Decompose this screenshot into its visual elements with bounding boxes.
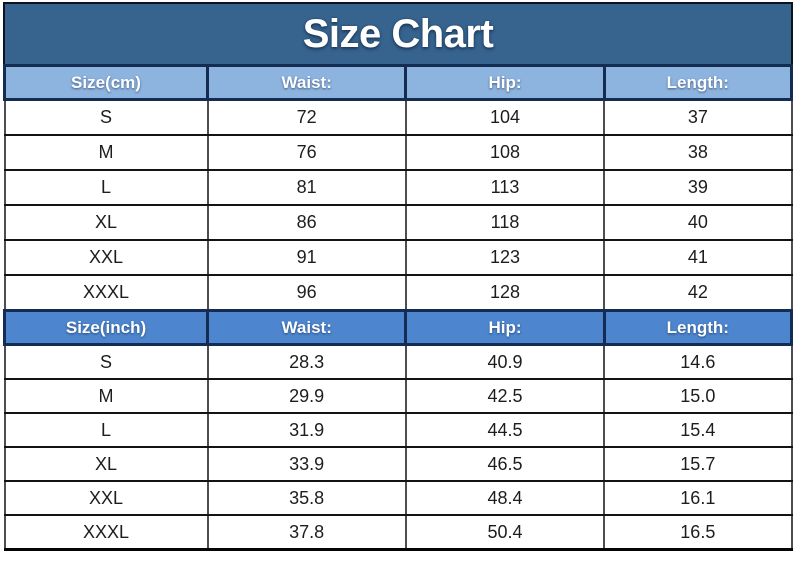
- value-cell: 118: [404, 204, 606, 241]
- value-cell: 96: [206, 274, 407, 312]
- table-row: XXXL 96 128 42: [3, 274, 793, 312]
- table-row: XL 33.9 46.5 15.7: [3, 446, 793, 482]
- value-cell: 44.5: [404, 412, 606, 448]
- column-header: Length:: [602, 309, 794, 346]
- value-cell: 38: [603, 134, 793, 171]
- size-cell: M: [3, 378, 209, 414]
- value-cell: 33.9: [206, 446, 407, 482]
- size-cell: XXL: [3, 480, 209, 516]
- table-row: XL 86 118 40: [3, 204, 793, 241]
- value-cell: 40: [603, 204, 793, 241]
- size-cell: XXXL: [3, 274, 209, 312]
- page-title: Size Chart: [302, 11, 494, 56]
- value-cell: 28.3: [206, 343, 407, 380]
- value-cell: 86: [206, 204, 407, 241]
- value-cell: 50.4: [404, 514, 606, 551]
- value-cell: 37.8: [206, 514, 407, 551]
- chart-title-bar: Size Chart: [3, 2, 793, 64]
- value-cell: 108: [404, 134, 606, 171]
- value-cell: 91: [206, 239, 407, 276]
- size-table-body: Size(cm) Waist: Hip: Length: S 72 104 37 M 76 108 3…: [2, 64, 794, 551]
- table-row: S 72 104 37: [3, 98, 793, 136]
- table-row: M 76 108 38: [3, 134, 793, 171]
- value-cell: 14.6: [603, 343, 793, 380]
- value-cell: 41: [603, 239, 793, 276]
- value-cell: 104: [404, 98, 606, 136]
- value-cell: 37: [603, 98, 793, 136]
- table-row: M 29.9 42.5 15.0: [3, 378, 793, 414]
- value-cell: 46.5: [404, 446, 606, 482]
- value-cell: 15.7: [603, 446, 793, 482]
- size-table: Size(cm) Waist: Hip: Length: S 72 104 37 M 76 108 3…: [2, 64, 794, 551]
- value-cell: 72: [206, 98, 407, 136]
- value-cell: 42: [603, 274, 793, 312]
- table-row: S 28.3 40.9 14.6: [3, 343, 793, 380]
- value-cell: 29.9: [206, 378, 407, 414]
- value-cell: 31.9: [206, 412, 407, 448]
- value-cell: 16.5: [603, 514, 793, 551]
- value-cell: 35.8: [206, 480, 407, 516]
- size-cell: XXL: [3, 239, 209, 276]
- value-cell: 42.5: [404, 378, 606, 414]
- table-row: XXL 35.8 48.4 16.1: [3, 480, 793, 516]
- size-chart-graphic: Size Chart Size(cm) Waist: Hip: Length: S 72 1…: [2, 2, 794, 551]
- column-header: Size(cm): [2, 64, 210, 101]
- table-row: XXXL 37.8 50.4 16.5: [3, 514, 793, 551]
- table-row: L 31.9 44.5 15.4: [3, 412, 793, 448]
- table-row: L 81 113 39: [3, 169, 793, 206]
- size-cell: S: [3, 98, 209, 136]
- value-cell: 76: [206, 134, 407, 171]
- size-cell: L: [3, 412, 209, 448]
- size-cell: XL: [3, 446, 209, 482]
- value-cell: 15.0: [603, 378, 793, 414]
- size-cell: XXXL: [3, 514, 209, 551]
- value-cell: 15.4: [603, 412, 793, 448]
- column-header: Length:: [602, 64, 794, 101]
- column-header: Waist:: [206, 309, 408, 346]
- column-header: Hip:: [404, 64, 606, 101]
- value-cell: 128: [404, 274, 606, 312]
- value-cell: 113: [404, 169, 606, 206]
- header-row-cm: Size(cm) Waist: Hip: Length:: [2, 64, 794, 101]
- column-header: Size(inch): [2, 309, 210, 346]
- value-cell: 39: [603, 169, 793, 206]
- size-cell: XL: [3, 204, 209, 241]
- value-cell: 123: [404, 239, 606, 276]
- column-header: Waist:: [206, 64, 408, 101]
- table-row: XXL 91 123 41: [3, 239, 793, 276]
- header-row-inch: Size(inch) Waist: Hip: Length:: [2, 309, 794, 346]
- value-cell: 16.1: [603, 480, 793, 516]
- value-cell: 48.4: [404, 480, 606, 516]
- size-cell: L: [3, 169, 209, 206]
- column-header: Hip:: [404, 309, 606, 346]
- value-cell: 40.9: [404, 343, 606, 380]
- value-cell: 81: [206, 169, 407, 206]
- size-cell: S: [3, 343, 209, 380]
- size-cell: M: [3, 134, 209, 171]
